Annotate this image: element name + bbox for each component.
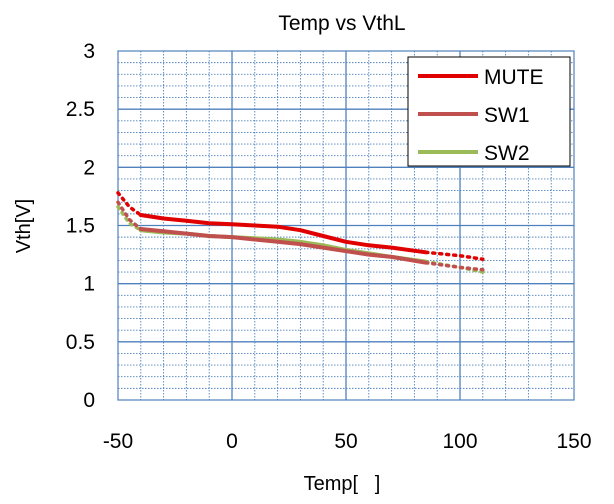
series-sw1-dotted-tail <box>424 260 485 272</box>
y-axis-label: Vth[V] <box>13 199 35 253</box>
legend: MUTE SW1 SW2 <box>407 56 571 167</box>
tick-labels: -50 0 50 100 150 0 0.5 1 1.5 2 2.5 3 <box>66 40 592 453</box>
y-tick-label: 1 <box>83 273 95 296</box>
series-mute-dotted-head <box>116 191 143 217</box>
series-sw2-dotted-head <box>116 205 143 232</box>
x-tick-label: -50 <box>103 430 133 453</box>
legend-label-sw1: SW1 <box>484 104 530 127</box>
x-tick-label: 50 <box>334 430 357 453</box>
x-tick-label: 0 <box>226 430 238 453</box>
series-sw1-line <box>138 227 428 265</box>
legend-label-sw2: SW2 <box>484 142 530 165</box>
y-tick-label: 0.5 <box>66 331 95 354</box>
x-tick-label: 150 <box>556 430 591 453</box>
x-tick-label: 100 <box>442 430 477 453</box>
x-axis-label: Temp[ ] <box>304 473 381 495</box>
chart-title: Temp vs VthL <box>278 12 405 35</box>
series-lines <box>116 191 485 274</box>
series-mute-dotted-tail <box>424 250 485 261</box>
series-sw1-dotted-head <box>116 200 143 231</box>
y-tick-label: 3 <box>83 40 95 63</box>
y-tick-label: 2.5 <box>66 98 95 121</box>
y-tick-label: 0 <box>83 389 95 412</box>
y-tick-label: 2 <box>83 156 95 179</box>
series-mute-line <box>138 213 428 255</box>
legend-label-mute: MUTE <box>484 66 544 89</box>
y-tick-label: 1.5 <box>66 215 95 238</box>
